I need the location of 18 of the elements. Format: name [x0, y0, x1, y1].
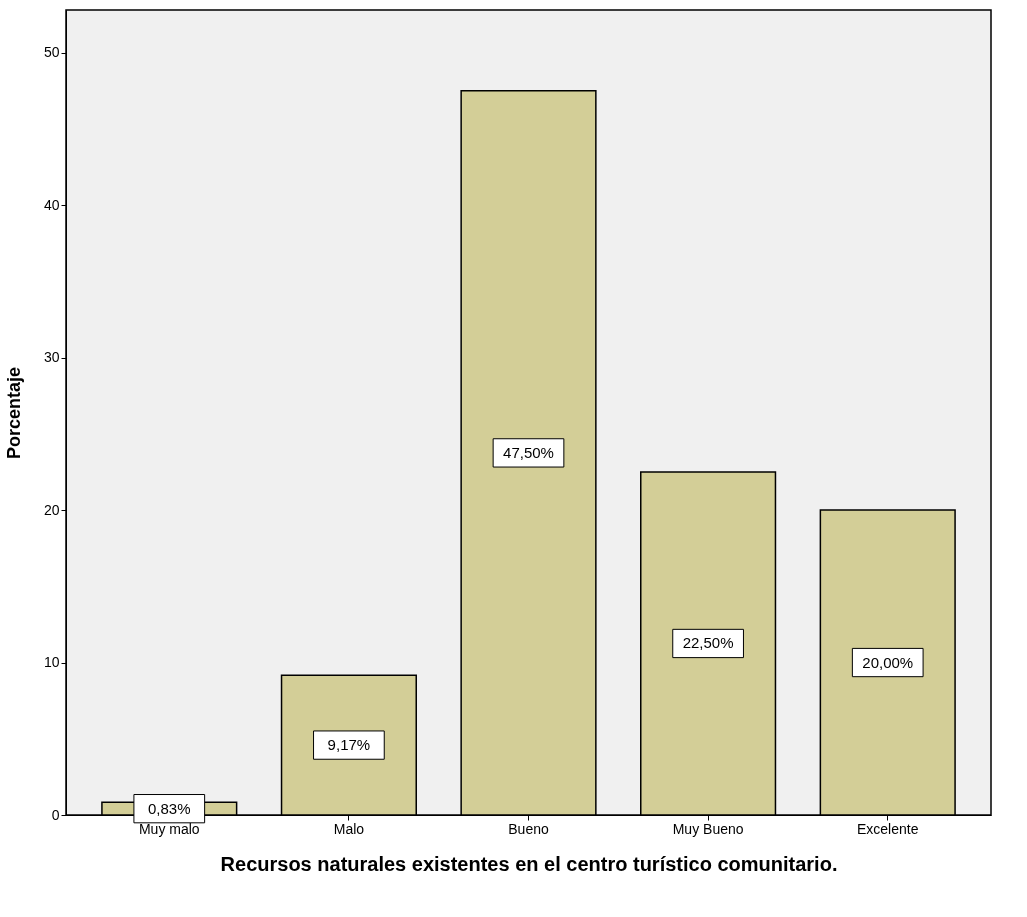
x-axis-title: Recursos naturales existentes en el centro turístico comunitario.	[220, 852, 838, 875]
x-tick-label: Excelente	[856, 820, 919, 837]
data-label: 47,50%	[503, 443, 554, 461]
y-tick-label: 20	[43, 501, 60, 518]
y-axis-title: Porcentaje	[3, 366, 24, 460]
y-tick-label: 30	[43, 349, 60, 366]
data-label: 9,17%	[327, 736, 371, 754]
data-label: 22,50%	[682, 634, 734, 652]
data-label: 20,00%	[862, 653, 914, 671]
y-tick-label: 10	[43, 654, 60, 671]
x-tick-label: Muy malo	[138, 820, 200, 837]
y-tick-label: 50	[43, 44, 60, 61]
y-tick-label: 0	[51, 806, 60, 823]
y-tick-label: 40	[43, 196, 60, 213]
x-tick-label: Muy Bueno	[672, 820, 744, 837]
data-label: 0,83%	[148, 799, 191, 817]
x-tick-label: Malo	[333, 820, 365, 837]
x-tick-label: Bueno	[508, 820, 549, 837]
